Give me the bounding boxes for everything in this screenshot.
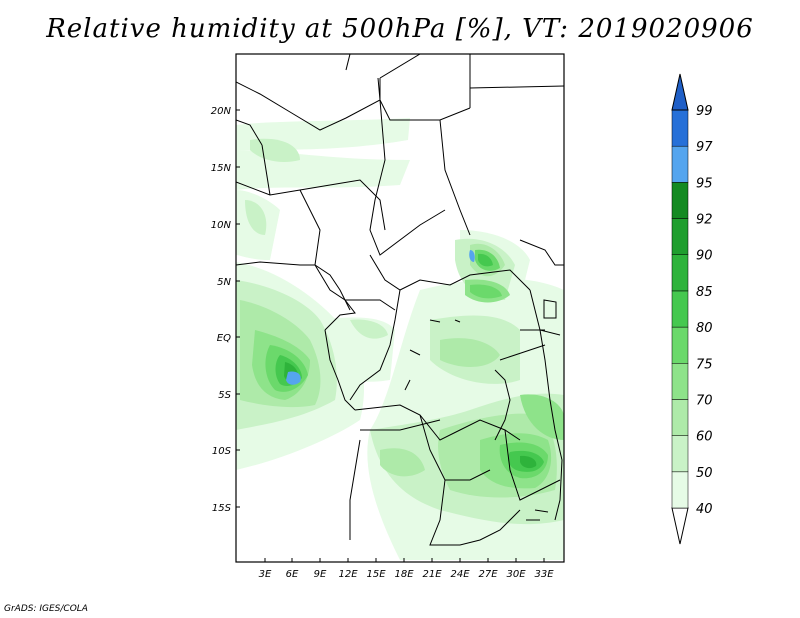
colorbar-label: 92 [696,213,713,228]
lat-label: 15S [212,503,232,514]
colorbar-swatch [671,218,689,255]
lon-label: 24E [450,569,470,580]
lat-label: 5N [217,277,231,288]
colorbar-label: 90 [696,249,713,264]
colorbar-swatch [671,471,689,509]
colorbar-label: 85 [696,285,713,300]
colorbar-swatch [671,435,689,473]
colorbar-label: 40 [696,502,713,517]
colorbar-label: 97 [696,140,713,155]
lat-label: 10S [212,446,232,457]
lat-label: 15N [211,163,232,174]
lon-label: 12E [338,569,358,580]
country-borders [236,54,564,546]
colorbar-swatch [671,290,689,328]
lon-label: 30E [506,569,526,580]
lat-label: EQ [217,333,231,344]
lat-axis [236,109,240,508]
colorbar-label: 95 [696,176,713,191]
lon-label: 9E [314,569,327,580]
colorbar-swatch [671,363,689,400]
colorbar-label: 70 [696,393,713,408]
humidity-field [236,118,564,560]
colorbar-swatch [671,109,689,147]
lon-label: 27E [478,569,498,580]
lon-label: 18E [394,569,414,580]
lon-label: 6E [286,569,299,580]
map-title: Relative humidity at 500hPa [%], VT: 201… [46,14,754,44]
colorbar-label: 60 [696,430,713,445]
grads-credit: GrADS: IGES/COLA [4,604,88,614]
lat-label: 20N [211,106,232,117]
lat-label: 5S [218,390,231,401]
map-frame [235,53,565,563]
colorbar-label: 80 [696,321,713,336]
colorbar-swatch [671,145,689,183]
colorbar: 40 50 60 70 75 80 85 90 92 95 97 99 [671,73,713,545]
lon-label: 3E [259,569,272,580]
lat-label: 10N [211,220,232,231]
colorbar-low-triangle [671,507,689,545]
colorbar-swatch [671,326,689,364]
colorbar-label: 75 [696,357,713,372]
colorbar-high-triangle [671,73,689,111]
lon-label: 21E [422,569,442,580]
colorbar-label: 99 [696,104,713,119]
colorbar-swatch [671,399,689,436]
lon-label: 15E [366,569,386,580]
colorbar-swatch [671,254,689,292]
colorbar-swatch [671,182,689,219]
lat-labels: 20N 15N 10N 5N EQ 5S 10S 15S [211,106,232,514]
lon-label: 33E [534,569,554,580]
lon-labels: 3E 6E 9E 12E 15E 18E 21E 24E 27E 30E 33E [259,569,555,580]
colorbar-label: 50 [696,466,713,481]
lon-axis [264,558,545,562]
